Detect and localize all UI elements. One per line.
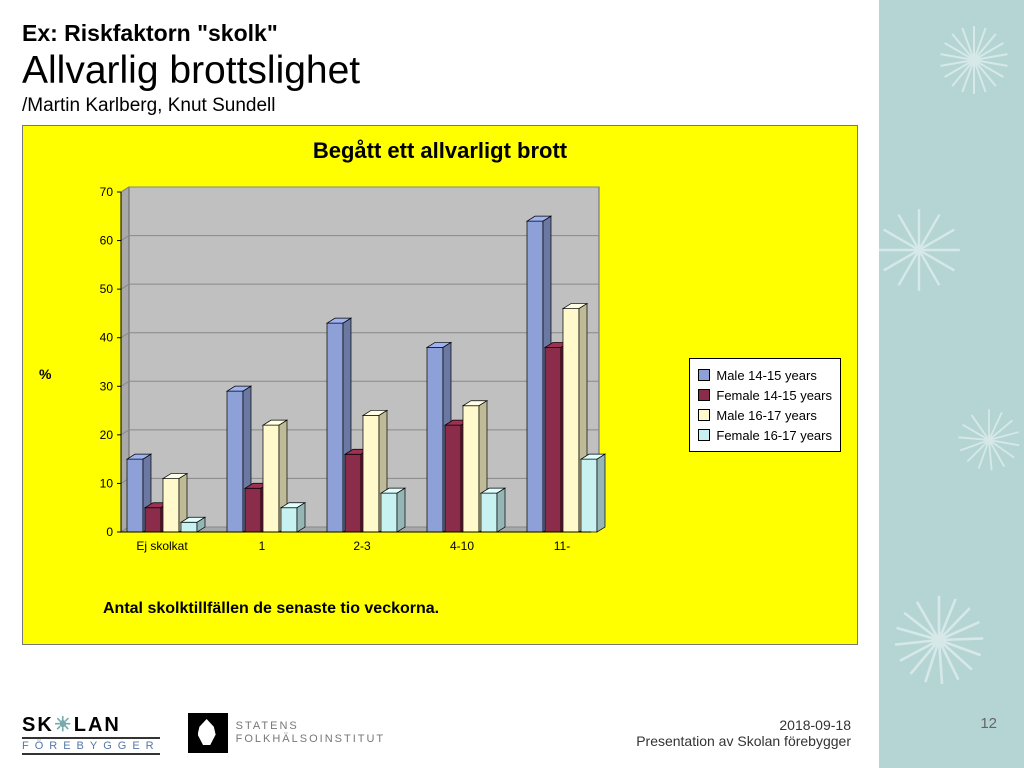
svg-text:0: 0	[106, 525, 113, 539]
chart-legend: Male 14-15 years Female 14-15 years Male 1…	[689, 358, 841, 452]
slide-number: 12	[980, 715, 997, 732]
legend-item: Male 14-15 years	[698, 365, 832, 385]
person-icon	[188, 713, 228, 753]
svg-text:70: 70	[100, 185, 114, 199]
sun-icon: ☀	[54, 714, 74, 736]
legend-swatch	[698, 389, 710, 401]
legend-label: Female 14-15 years	[716, 388, 832, 403]
chart-frame: Begått ett allvarligt brott % 0 10 20 30 40 5…	[22, 125, 858, 645]
legend-item: Female 14-15 years	[698, 385, 832, 405]
chart-plot: 0 10 20 30 40 50 60 70 Ej skolkat 1 2-3 4-10 11-	[83, 182, 613, 582]
legend-item: Male 16-17 years	[698, 405, 832, 425]
heading-sub: /Martin Karlberg, Knut Sundell	[22, 95, 857, 117]
svg-text:50: 50	[100, 282, 114, 296]
legend-swatch	[698, 369, 710, 381]
legend-swatch	[698, 429, 710, 441]
svg-text:30: 30	[100, 379, 114, 393]
slide-content: Ex: Riskfaktorn "skolk" Allvarlig brotts…	[0, 0, 879, 768]
legend-item: Female 16-17 years	[698, 425, 832, 445]
legend-label: Male 14-15 years	[716, 368, 816, 383]
svg-text:10: 10	[100, 476, 114, 490]
svg-text:11-: 11-	[554, 539, 570, 553]
svg-text:4-10: 4-10	[450, 539, 474, 553]
svg-text:60: 60	[100, 234, 114, 248]
footer-meta: 2018-09-18 Presentation av Skolan föreby…	[636, 717, 851, 749]
legend-label: Male 16-17 years	[716, 408, 816, 423]
legend-label: Female 16-17 years	[716, 428, 832, 443]
heading-main: Allvarlig brottslighet	[22, 49, 857, 93]
logo-folkhalso: STATENS FOLKHÄLSOINSTITUT	[188, 713, 386, 753]
svg-text:40: 40	[100, 331, 114, 345]
heading-small: Ex: Riskfaktorn "skolk"	[22, 20, 857, 47]
svg-text:1: 1	[259, 539, 266, 553]
chart-ylabel: %	[39, 366, 51, 382]
chart-xlabel: Antal skolktillfällen de senaste tio vec…	[103, 600, 439, 618]
slide-footer: SK☀LAN FÖREBYGGER STATENS FOLKHÄLSOINSTI…	[0, 698, 879, 768]
chart-title: Begått ett allvarligt brott	[23, 138, 857, 164]
svg-text:Ej skolkat: Ej skolkat	[136, 539, 188, 553]
decorative-sidebar	[879, 0, 1024, 768]
svg-text:20: 20	[100, 428, 114, 442]
legend-swatch	[698, 409, 710, 421]
footer-date: 2018-09-18	[636, 717, 851, 733]
logo-skolan: SK☀LAN FÖREBYGGER	[22, 712, 160, 755]
footer-caption: Presentation av Skolan förebygger	[636, 733, 851, 749]
svg-text:2-3: 2-3	[353, 539, 371, 553]
